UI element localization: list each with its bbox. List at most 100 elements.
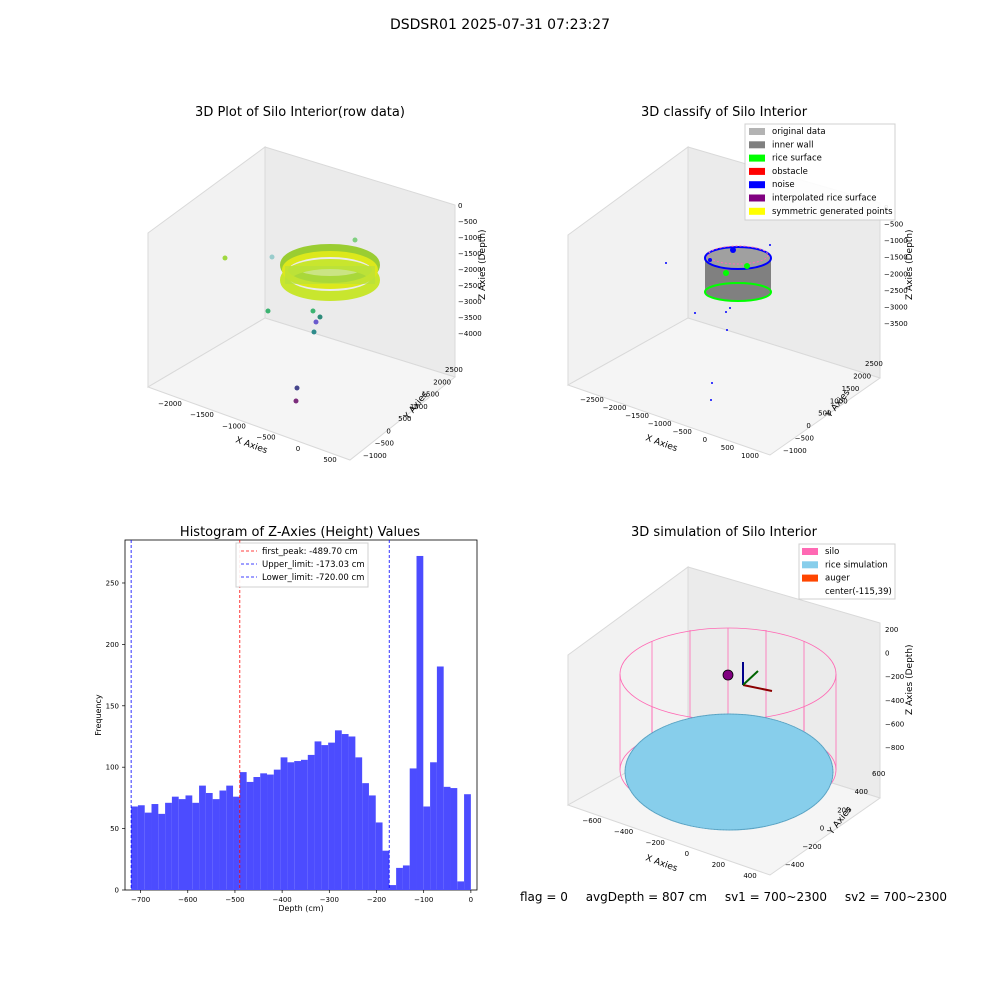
plot-title: Histogram of Z-Axies (Height) Values bbox=[180, 525, 420, 540]
x-tick-label: −300 bbox=[320, 896, 339, 904]
legend-entry: rice simulation bbox=[825, 560, 888, 570]
plot-title: 3D simulation of Silo Interior bbox=[631, 525, 818, 540]
legend-entry: Upper_limit: -173.03 cm bbox=[262, 560, 365, 570]
tick-label: −3500 bbox=[884, 320, 908, 328]
tick-label: 1000 bbox=[410, 403, 428, 411]
tick-label: 600 bbox=[872, 770, 885, 778]
tick-label: −200 bbox=[802, 843, 821, 851]
flag-text: flag = 0 bbox=[520, 890, 568, 904]
plot-title: 3D Plot of Silo Interior(row data) bbox=[195, 105, 405, 120]
histogram-bar bbox=[368, 795, 376, 890]
histogram-bar bbox=[362, 783, 369, 890]
tick-label: −1000 bbox=[884, 237, 908, 245]
auger-marker bbox=[722, 662, 773, 692]
tick-label: 0 bbox=[386, 427, 390, 435]
legend: silo rice simulation auger center(-115,39) bbox=[798, 543, 896, 600]
histogram-bar bbox=[457, 881, 465, 890]
tick-label: −2000 bbox=[603, 404, 627, 412]
histogram-bars bbox=[131, 555, 471, 890]
histogram-bar bbox=[382, 850, 390, 890]
histogram-bar bbox=[280, 757, 288, 890]
histogram-bar bbox=[239, 772, 247, 890]
reference-lines bbox=[130, 540, 390, 890]
x-tick-label: −100 bbox=[414, 896, 433, 904]
rice-simulation-surface bbox=[624, 713, 834, 831]
y-axis-label: Frequency bbox=[94, 694, 103, 736]
tick-label: 2500 bbox=[445, 366, 463, 374]
tick-label: −1500 bbox=[458, 250, 482, 258]
tick-label: 0 bbox=[685, 850, 689, 858]
tick-label: 0 bbox=[820, 825, 824, 833]
legend-entry: interpolated rice surface bbox=[772, 194, 877, 204]
x-tick-label: −700 bbox=[131, 896, 150, 904]
tick-label: 0 bbox=[703, 436, 707, 444]
histogram-bar bbox=[192, 802, 200, 890]
tick-label: 1000 bbox=[741, 452, 759, 460]
x-tick-label: 0 bbox=[469, 896, 473, 904]
histogram-bar bbox=[151, 804, 159, 890]
x-axis-label: X Axies bbox=[644, 433, 679, 454]
x-tick-label: −600 bbox=[178, 896, 197, 904]
histogram-bar bbox=[226, 785, 234, 890]
y-tick-label: 250 bbox=[106, 579, 119, 587]
histogram-bar bbox=[402, 865, 410, 890]
outlier-points bbox=[222, 237, 358, 404]
histogram-bar bbox=[171, 796, 179, 890]
histogram-bar bbox=[260, 773, 268, 890]
histogram-bar bbox=[464, 794, 471, 890]
avg-depth-text: avgDepth = 807 cm bbox=[585, 890, 707, 904]
tick-label: −500 bbox=[795, 435, 814, 443]
tick-label: −200 bbox=[646, 839, 665, 847]
y-tick-label: 50 bbox=[110, 825, 119, 833]
histogram-bar bbox=[246, 781, 254, 890]
tick-label: 1500 bbox=[422, 391, 440, 399]
tick-label: 200 bbox=[885, 626, 898, 634]
tick-label: −500 bbox=[375, 440, 394, 448]
tick-label: −2500 bbox=[458, 282, 482, 290]
tick-label: 1500 bbox=[842, 385, 860, 393]
tick-label: −2500 bbox=[884, 287, 908, 295]
tick-label: 400 bbox=[743, 872, 756, 880]
tick-label: −1000 bbox=[363, 452, 387, 460]
legend-entry: first_peak: -489.70 cm bbox=[262, 547, 358, 557]
tick-label: 200 bbox=[837, 806, 850, 814]
histogram-bar bbox=[137, 805, 145, 890]
histogram-bar bbox=[348, 736, 356, 890]
tick-label: 400 bbox=[855, 788, 868, 796]
tick-label: −2000 bbox=[158, 400, 182, 408]
legend-entry: noise bbox=[772, 180, 795, 190]
histogram-bar bbox=[165, 802, 172, 890]
histogram-bar bbox=[355, 757, 363, 890]
tick-label: 500 bbox=[818, 410, 831, 418]
histogram-bar bbox=[199, 785, 206, 890]
axes-box bbox=[146, 146, 457, 461]
z-axis-label: Z Axies (Depth) bbox=[905, 229, 915, 300]
classify-3d-plot: 3D classify of Silo Interior −2500−2000−… bbox=[566, 105, 915, 460]
histogram-bar bbox=[267, 774, 274, 890]
histogram-bar bbox=[178, 799, 186, 890]
histogram-bar bbox=[158, 813, 166, 890]
noise-points bbox=[665, 244, 771, 401]
histogram-bar bbox=[443, 786, 451, 890]
y-tick-label: 0 bbox=[115, 887, 119, 895]
tick-label: 500 bbox=[398, 415, 411, 423]
histogram-bar bbox=[301, 759, 308, 890]
tick-label: −500 bbox=[256, 434, 275, 442]
histogram-bar bbox=[321, 745, 329, 890]
tick-label: −2000 bbox=[884, 270, 908, 278]
ring-points bbox=[280, 244, 380, 301]
legend-entry: silo bbox=[825, 547, 839, 557]
histogram-bar bbox=[185, 795, 193, 890]
tick-label: −200 bbox=[885, 673, 904, 681]
histogram-bar bbox=[375, 822, 383, 890]
tick-label: 500 bbox=[721, 444, 734, 452]
histogram-bar bbox=[307, 754, 315, 890]
y-tick-label: 100 bbox=[106, 764, 119, 772]
tick-label: −400 bbox=[885, 697, 904, 705]
tick-label: −500 bbox=[458, 218, 477, 226]
tick-label: 0 bbox=[458, 202, 462, 210]
tick-label: −3000 bbox=[458, 298, 482, 306]
x-tick-label: −500 bbox=[225, 896, 244, 904]
tick-label: 2000 bbox=[433, 378, 451, 386]
tick-label: −3500 bbox=[458, 314, 482, 322]
